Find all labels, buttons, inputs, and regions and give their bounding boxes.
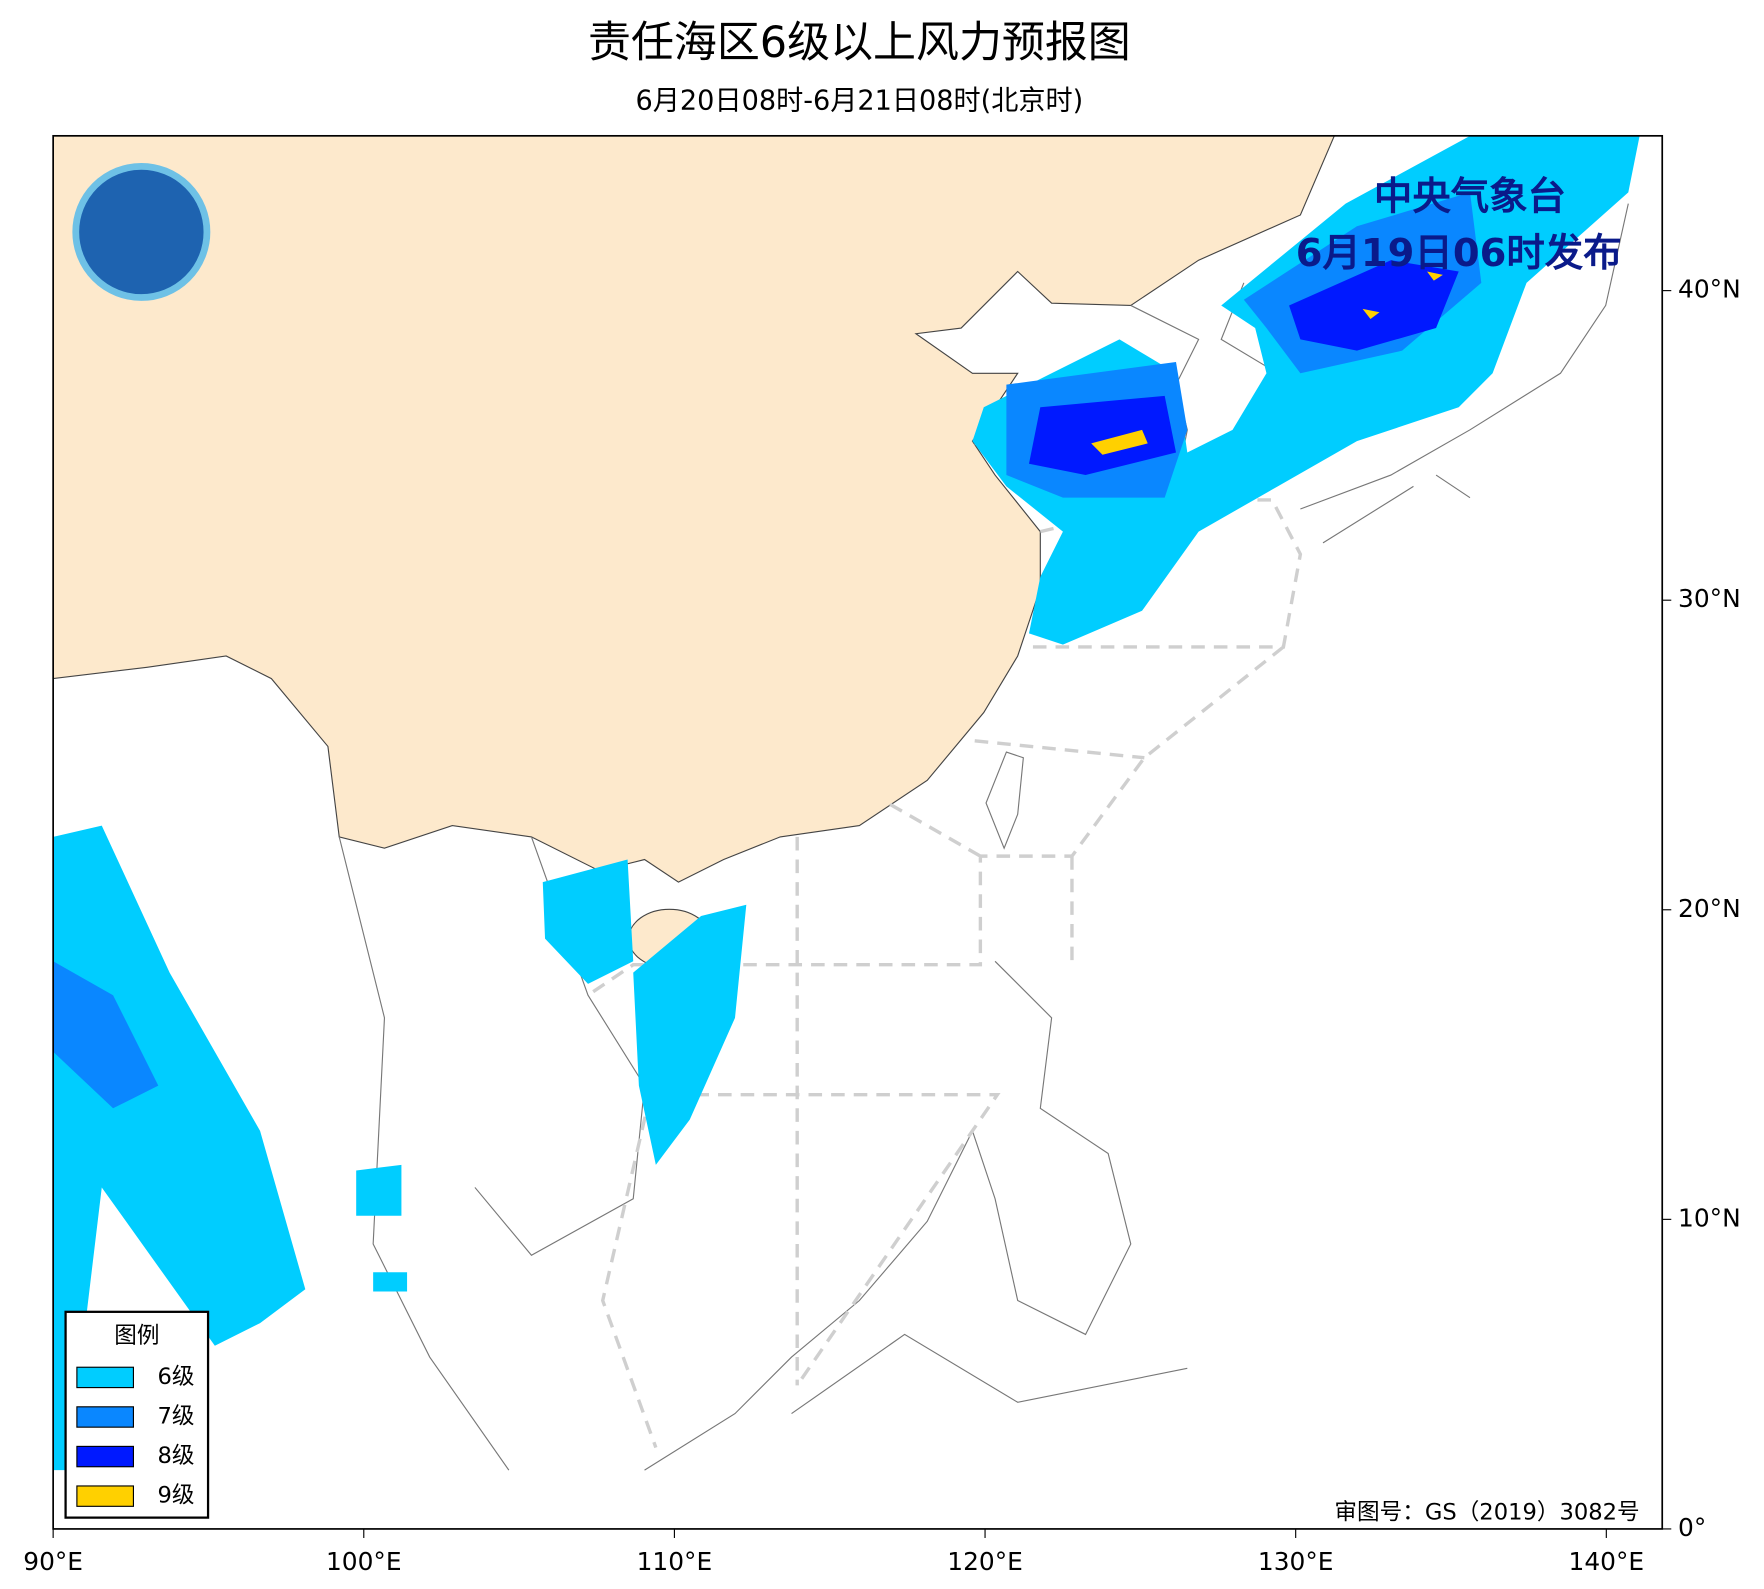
logo bbox=[72, 162, 211, 301]
wind-area bbox=[53, 135, 1640, 1471]
philippines-coast bbox=[791, 960, 1188, 1415]
japan-coast bbox=[1300, 203, 1629, 544]
borneo-coast bbox=[644, 1130, 973, 1471]
china-land bbox=[53, 135, 1335, 883]
y-tick-label: 30°N bbox=[1678, 584, 1741, 613]
x-tick-label: 140°E bbox=[1569, 1547, 1645, 1576]
legend-label: 6级 bbox=[157, 1364, 194, 1390]
legend: 图例 6级 7级 8级 9级 bbox=[64, 1310, 210, 1519]
x-tick-label: 110°E bbox=[637, 1547, 713, 1576]
legend-swatch bbox=[76, 1366, 134, 1389]
legend-label: 8级 bbox=[157, 1443, 194, 1469]
wind-area bbox=[1029, 260, 1459, 476]
y-tick-label: 10°N bbox=[1678, 1203, 1741, 1232]
y-tick-label: 40°N bbox=[1678, 275, 1741, 304]
taiwan bbox=[985, 751, 1024, 850]
legend-label: 9级 bbox=[157, 1483, 194, 1509]
legend-title: 图例 bbox=[114, 1323, 159, 1349]
y-tick-label: 20°N bbox=[1678, 894, 1741, 923]
x-tick-label: 90°E bbox=[23, 1547, 83, 1576]
legend-label: 7级 bbox=[157, 1403, 194, 1429]
title: 责任海区6级以上风力预报图 bbox=[588, 18, 1131, 68]
legend-swatch bbox=[76, 1485, 134, 1507]
approval-number: 审图号：GS（2019）3082号 bbox=[1334, 1500, 1639, 1526]
map-frame bbox=[52, 134, 1664, 1530]
legend-swatch bbox=[76, 1445, 134, 1468]
legend-swatch bbox=[76, 1406, 134, 1428]
x-tick-label: 120°E bbox=[947, 1547, 1023, 1576]
issue-time: 6月19日06时发布 bbox=[1296, 231, 1622, 276]
map-area: 中央气象台 6月19日06时发布 审图号：GS（2019）3082号 图例 6级… bbox=[53, 135, 1640, 1526]
x-tick-label: 100°E bbox=[326, 1547, 402, 1576]
y-tick-label: 0° bbox=[1678, 1513, 1706, 1542]
issuer-name: 中央气象台 bbox=[1374, 175, 1566, 220]
x-tick-label: 130°E bbox=[1258, 1547, 1334, 1576]
subtitle: 6月20日08时-6月21日08时(北京时) bbox=[636, 85, 1084, 116]
wind-area bbox=[1091, 271, 1443, 455]
